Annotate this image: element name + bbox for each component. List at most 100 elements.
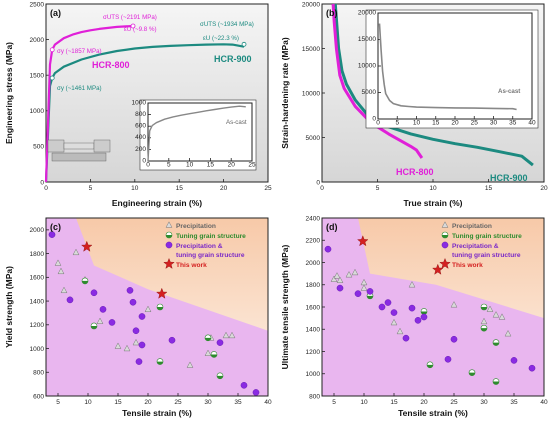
panel-d-marker-0: [330, 275, 338, 282]
panel-c-marker-2: [135, 358, 143, 365]
inset-b-ytick-label: 5000: [362, 89, 377, 96]
panel-d-marker-1-fill: [493, 381, 499, 385]
legend-c: Precipitation Tuning grain structure Pre…: [176, 223, 246, 269]
panel-d-ylabel: Ultimate tensile strength (MPa): [280, 244, 290, 369]
panel-c-marker-1-fill: [157, 361, 163, 365]
panel-c-xtick-label: 35: [234, 399, 242, 406]
panel-d-label: (d): [326, 222, 338, 232]
panel-d-legend-marker-2: [441, 241, 449, 249]
panel-c-marker-1-fill: [157, 307, 163, 310]
panel-d-marker-2: [450, 335, 458, 343]
legend-d-precip: Precipitation: [452, 223, 492, 230]
annotation-0: σUTS (~2191 MPa): [103, 14, 157, 21]
inset-b-bg: [365, 9, 539, 129]
panel-c-marker-2: [99, 306, 107, 313]
panel-d-marker-1-fill: [367, 295, 373, 299]
panel-d-xtick-label: 40: [540, 399, 548, 406]
panel-c-label: (c): [50, 222, 61, 232]
panel-c-marker-2: [66, 296, 74, 304]
annotation-2: σy (~1857 MPa): [57, 48, 102, 55]
panel-c-xtick-label: 20: [144, 399, 152, 406]
panel-b-ytick-label: 0: [316, 179, 320, 186]
panel-b-xlabel: True strain (%): [403, 198, 462, 208]
inset-b-xtick-label: 25: [471, 120, 479, 127]
ascast-label-b: As-cast: [498, 88, 520, 95]
inset-a-bg: [139, 99, 257, 171]
panel-d-marker-2: [378, 303, 386, 311]
panel-d-marker-1-fill: [481, 307, 487, 310]
panel-c-ytick-label: 1200: [30, 322, 45, 329]
panel-d-marker-0: [333, 272, 341, 279]
panel-d-marker-2: [402, 334, 410, 342]
panel-a-ylabel: Engineering stress (MPa): [4, 42, 14, 144]
hcr900-label-a: HCR-900: [214, 54, 252, 64]
panel-d-marker-2: [420, 313, 428, 321]
inset-b-xtick-label: 20: [451, 120, 459, 127]
ascast-label-a: As-cast: [226, 119, 247, 126]
panel-c-marker-0: [57, 267, 65, 275]
panel-d-xtick-label: 5: [332, 399, 336, 406]
panel-d-marker-0: [396, 327, 404, 335]
panel-d-marker-0: [345, 271, 353, 278]
inset-b-ytick-label: 10000: [358, 62, 376, 69]
panel-c-marker-1-fill: [217, 375, 223, 379]
panel-c-xtick-label: 15: [114, 399, 122, 406]
panel-d-region-fill: [322, 218, 544, 396]
legend-c-both2: tuning grain structure: [176, 252, 245, 259]
panel-b-ytick-label: 20000: [302, 1, 320, 8]
panel-c-marker-2: [138, 313, 146, 320]
panel-d-marker-1-fill: [493, 342, 499, 346]
panel-b-xtick-label: 0: [320, 185, 324, 192]
hcr900-label-b: HCR-900: [490, 173, 528, 183]
panel-d-marker-2: [324, 245, 332, 253]
legend-d-both1: Precipitation &: [452, 243, 499, 250]
panel-c-marker-2: [138, 341, 146, 349]
legend-d-work: This work: [452, 262, 483, 269]
panel-d-xtick-label: 25: [450, 399, 458, 406]
panel-c-xtick-label: 10: [84, 399, 92, 406]
inset-a-ytick-label: 800: [135, 111, 146, 118]
panel-a-xtick-label: 5: [89, 185, 93, 192]
panel-b-ytick-label: 5000: [306, 135, 321, 142]
panel-a-xtick-label: 25: [264, 185, 272, 192]
panel-c-ytick-label: 800: [33, 370, 44, 377]
panel-d-marker-2: [408, 304, 416, 312]
panel-c-marker-0: [204, 349, 212, 356]
inset-b-xtick-label: 35: [509, 120, 517, 127]
panel-c-ytick-label: 1800: [30, 251, 45, 258]
panel-c-ytick-label: 2000: [30, 227, 45, 234]
hcr800-label-b: HCR-800: [396, 167, 434, 177]
panel-d-ytick-label: 2200: [306, 238, 321, 245]
panel-a-ytick-label: 1000: [30, 108, 45, 115]
legend-d-tuning: Tuning grain structure: [452, 233, 522, 240]
panel-c-marker-2: [168, 336, 176, 344]
inset-a-xtick-label: 0: [146, 162, 150, 169]
panel-c-ytick-label: 1400: [30, 298, 45, 305]
annotation-3: σUTS (~1934 MPa): [200, 21, 254, 28]
panel-a-ytick-label: 500: [33, 144, 44, 151]
panel-c-legend-marker-3: [163, 257, 175, 269]
panel-b-ylabel: Strain-hardening rate (MPa): [280, 37, 290, 149]
inset-a-ytick-label: 0: [142, 157, 146, 164]
panel-c-marker-0: [144, 305, 152, 313]
panel-c-ytick-label: 1000: [30, 346, 45, 353]
panel-c-marker-0: [96, 317, 104, 324]
panel-c-marker-0: [222, 331, 230, 339]
inset-a-ytick-label: 400: [135, 134, 146, 141]
panel-c-xtick-label: 40: [264, 399, 272, 406]
annotation-5: σy (~1461 MPa): [57, 85, 102, 92]
panel-d-xtick-label: 30: [480, 399, 488, 406]
inset-a-xtick-label: 5: [167, 162, 171, 169]
legend-d-both2: tuning grain structure: [452, 252, 521, 259]
hcr900-curve: [44, 43, 245, 183]
panel-a-ytick-label: 0: [40, 179, 44, 186]
panel-c-marker-0: [228, 331, 236, 339]
panel-d-ytick-label: 2400: [306, 215, 321, 222]
panel-a-xtick-label: 15: [176, 185, 184, 192]
inset-b-ytick-label: 20000: [358, 9, 376, 16]
legend-c-both1: Precipitation &: [176, 243, 223, 250]
legend-c-work: This work: [176, 262, 207, 269]
specimen-sketch: [47, 139, 111, 162]
legend-d: Precipitation Tuning grain structure Pre…: [452, 223, 522, 269]
